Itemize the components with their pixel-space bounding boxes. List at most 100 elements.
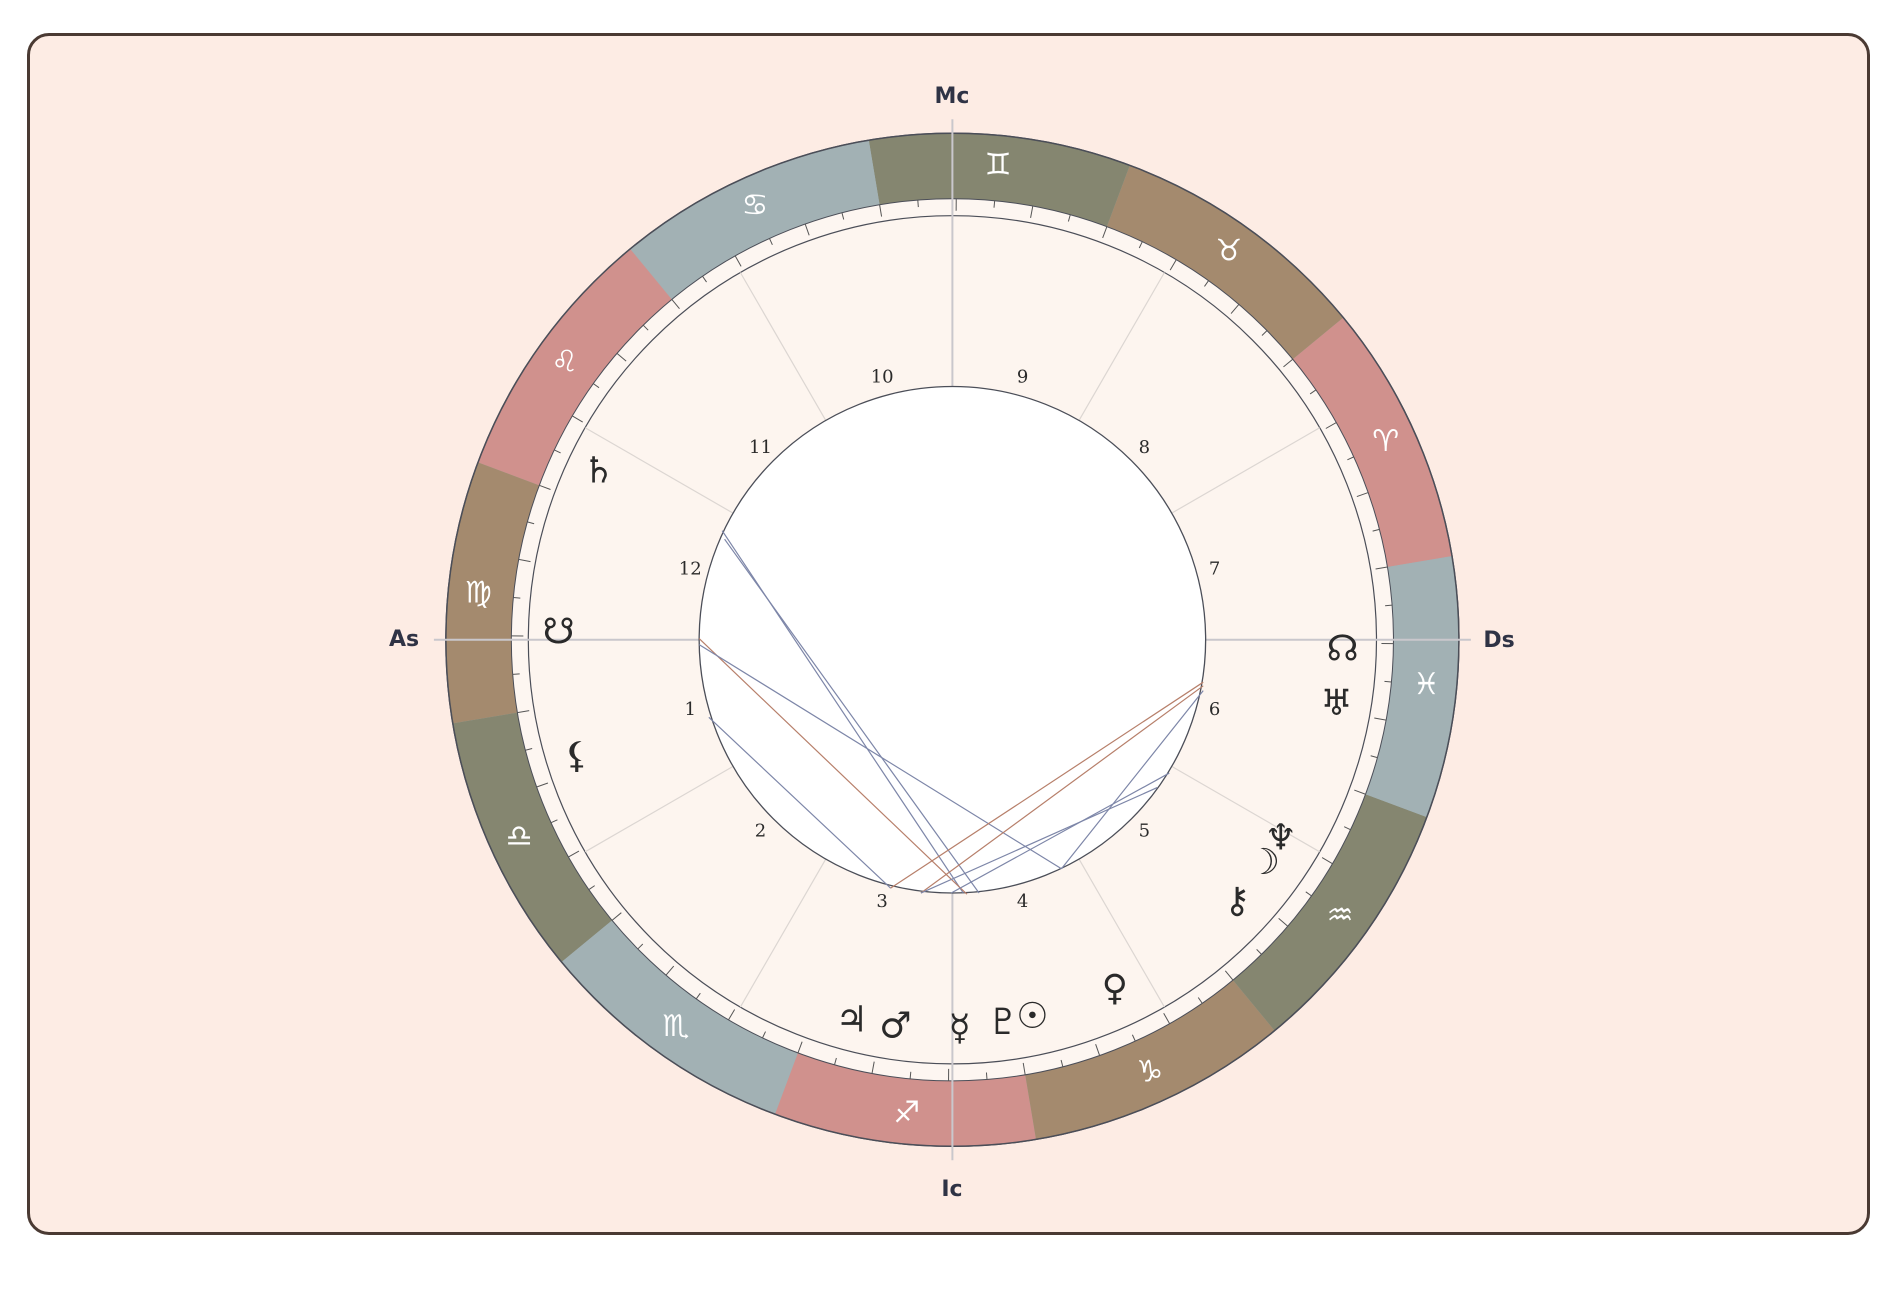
planet-glyph: ♂︎ — [879, 1006, 911, 1047]
degree-tick — [572, 415, 583, 423]
house-number: 8 — [1139, 437, 1150, 458]
wheel-layer — [433, 119, 1471, 1161]
degree-tick — [1204, 280, 1209, 287]
degree-tick — [1321, 857, 1333, 865]
degree-tick — [527, 521, 535, 525]
degree-tick — [1060, 1059, 1064, 1067]
degree-tick — [1375, 566, 1388, 570]
degree-tick — [1022, 1062, 1026, 1075]
sign-segment — [1232, 794, 1427, 1031]
degree-tick — [1261, 330, 1268, 336]
degree-tick — [1325, 422, 1337, 429]
planet-glyph: ♇︎ — [987, 1002, 1019, 1043]
degree-tick — [879, 204, 883, 217]
degree-tick — [1163, 1012, 1171, 1024]
degree-tick — [917, 200, 919, 208]
degree-tick — [611, 912, 622, 921]
sign-glyph: ♌︎ — [551, 345, 578, 380]
sign-segment — [1365, 556, 1459, 818]
aspect-line — [920, 685, 1204, 894]
house-cusp — [1078, 272, 1165, 421]
sign-glyph: ♈︎ — [1372, 424, 1399, 459]
degree-tick — [665, 965, 675, 976]
degree-tick — [642, 324, 649, 331]
sign-glyph: ♐︎ — [893, 1095, 920, 1130]
aspect-line — [698, 644, 1062, 870]
house-cusp — [739, 272, 827, 421]
degree-tick — [1169, 259, 1177, 271]
sign-segment — [775, 1052, 1036, 1147]
degree-tick — [517, 710, 530, 714]
sign-segment — [1106, 165, 1344, 360]
house-number: 3 — [876, 891, 887, 912]
degree-tick — [695, 992, 701, 1000]
degree-tick — [568, 850, 580, 858]
sign-glyph: ♏︎ — [662, 1009, 689, 1044]
sign-segment — [477, 248, 672, 486]
degree-tick — [518, 558, 531, 563]
degree-tick — [1356, 492, 1369, 498]
mc-label: Mc — [935, 84, 970, 109]
sign-glyph: ♎︎ — [506, 819, 533, 854]
sign-segment — [445, 462, 540, 724]
house-cusp — [1171, 765, 1320, 853]
sign-glyph: ♊︎ — [985, 147, 1012, 182]
degree-tick — [1230, 304, 1240, 314]
planet-glyph: ♀︎ — [1102, 968, 1128, 1009]
degree-tick — [1102, 226, 1108, 239]
ds-label: Ds — [1483, 628, 1514, 653]
degree-tick — [637, 943, 644, 950]
aspect-circle — [698, 385, 1207, 894]
degree-tick — [734, 255, 742, 267]
degree-tick — [841, 212, 845, 220]
sign-segment — [1025, 980, 1275, 1140]
house-cusp — [584, 765, 734, 853]
sign-segment — [452, 712, 613, 962]
degree-tick — [512, 673, 520, 675]
aspect-line — [698, 638, 968, 895]
planet-glyph: ⚸︎ — [564, 735, 590, 776]
sign-glyph: ♋︎ — [741, 188, 768, 223]
degree-tick — [1224, 970, 1234, 981]
degree-tick — [702, 276, 707, 283]
house-number: 9 — [1017, 367, 1028, 388]
degree-tick — [985, 1072, 988, 1080]
degree-tick — [1138, 241, 1143, 249]
degree-tick — [1354, 789, 1366, 795]
house-number: 2 — [755, 821, 766, 842]
degree-tick — [1283, 358, 1294, 368]
planet-glyph: ⚷︎ — [1224, 881, 1250, 922]
house-number: 12 — [679, 559, 702, 580]
aspect-line — [920, 787, 1158, 894]
aspect-line — [950, 772, 1170, 894]
house-cusp — [584, 427, 734, 514]
degree-tick — [1256, 949, 1262, 955]
degree-tick — [797, 1041, 803, 1054]
degree-tick — [871, 1061, 875, 1074]
degree-tick — [1095, 1044, 1101, 1056]
degree-tick — [762, 1031, 766, 1039]
degree-tick — [1370, 755, 1378, 759]
house-number: 6 — [1209, 699, 1220, 720]
degree-tick — [993, 200, 996, 208]
planet-glyph: ♄︎ — [582, 451, 614, 492]
planet-glyph: ☽︎ — [1248, 842, 1280, 883]
aspect-line — [724, 538, 980, 894]
planet-glyph: ☋︎ — [543, 612, 575, 653]
house-number: 11 — [749, 437, 772, 458]
sign-segment — [630, 140, 880, 300]
ic-label: Ic — [941, 1177, 962, 1202]
degree-tick — [834, 1057, 837, 1065]
planet-glyph: ☿︎ — [949, 1008, 971, 1049]
degree-tick — [539, 484, 551, 490]
degree-tick — [525, 747, 533, 751]
sign-glyph: ♓︎ — [1413, 667, 1440, 702]
degree-tick — [1374, 717, 1387, 721]
degree-tick — [616, 352, 627, 362]
degree-tick — [1384, 680, 1392, 683]
degree-tick — [1372, 528, 1380, 532]
degree-tick — [1278, 918, 1289, 927]
sign-glyph: ♒︎ — [1327, 898, 1354, 933]
